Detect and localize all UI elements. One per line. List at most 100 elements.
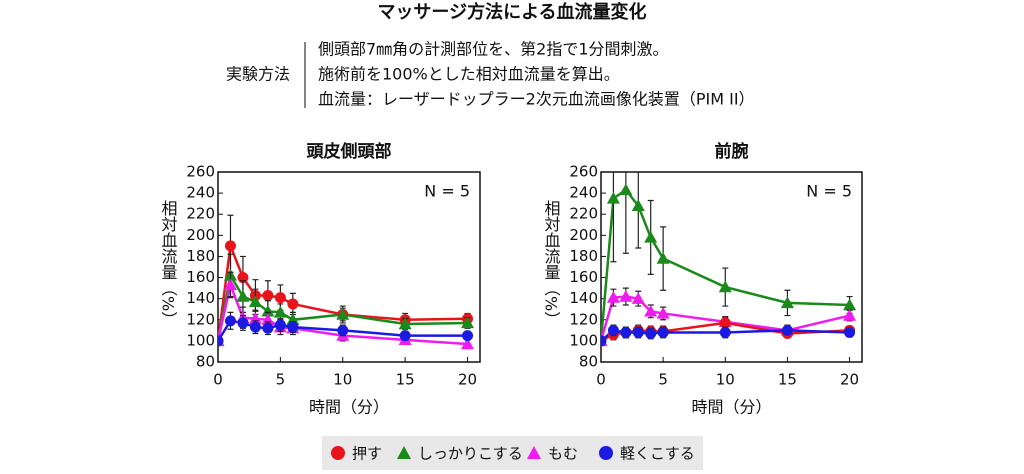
marker (644, 304, 658, 317)
marker (461, 337, 475, 350)
marker (656, 252, 670, 264)
x-tick-label: 20 (458, 371, 477, 389)
method-line: 血流量：レーザードップラー2次元血流画像化装置（PIM II） (318, 90, 755, 109)
plot-frame (217, 171, 481, 363)
y-tick-label: 140 (186, 289, 215, 307)
marker (619, 290, 633, 302)
marker (619, 183, 633, 196)
x-tick-label: 0 (213, 371, 223, 389)
x-axis-label: 時間（分） (691, 398, 771, 417)
marker (620, 326, 632, 338)
marker (781, 324, 793, 336)
y-tick-label: 260 (186, 163, 215, 181)
marker (274, 292, 286, 304)
y-tick-label: 120 (569, 310, 598, 328)
y-tick-label: 220 (186, 205, 215, 223)
y-tick-label: 260 (569, 163, 598, 181)
marker (780, 296, 794, 309)
marker (462, 330, 474, 342)
method-line: 施術前を100%とした相対血流量を算出。 (318, 65, 620, 84)
method-label: 実験方法 (226, 65, 290, 84)
y-tick-label: 240 (569, 184, 598, 202)
marker (601, 335, 607, 347)
y-tick-label: 160 (186, 268, 215, 286)
y-tick-label: 180 (186, 247, 215, 265)
legend-marker (397, 446, 411, 459)
x-axis-label: 時間（分） (309, 398, 389, 417)
y-tick-label: 100 (569, 331, 598, 349)
marker (844, 326, 856, 338)
marker (337, 324, 349, 336)
marker (249, 321, 261, 333)
method-line: 側頭部7㎜角の計測部位を、第2指で1分間刺激。 (318, 40, 669, 59)
plot-frame (600, 171, 863, 363)
y-tick-label: 80 (579, 353, 598, 371)
marker (248, 312, 262, 324)
marker (631, 292, 645, 304)
marker (631, 199, 645, 211)
legend-marker (599, 446, 613, 460)
legend-label: 押す (352, 445, 382, 463)
marker (398, 317, 412, 330)
marker (237, 317, 249, 329)
y-axis-label: 相対血流量（%） (159, 200, 178, 327)
marker (262, 290, 274, 301)
marker (843, 309, 857, 321)
chart-title: 頭皮側頭部 (307, 141, 392, 162)
x-tick-label: 10 (716, 371, 735, 389)
marker (632, 326, 644, 338)
marker (262, 322, 274, 334)
marker (657, 326, 669, 338)
legend-label: 軽くこする (620, 445, 695, 463)
marker (223, 278, 237, 291)
series-line (218, 271, 468, 342)
marker (287, 321, 299, 333)
plot-area (218, 214, 475, 350)
marker (606, 291, 620, 303)
y-tick-label: 80 (196, 353, 215, 371)
marker (261, 304, 275, 317)
legend-label: もむ (548, 445, 578, 463)
y-tick-label: 160 (569, 268, 598, 286)
marker (606, 191, 620, 204)
marker (719, 317, 731, 329)
marker (286, 313, 300, 325)
y-axis-label: 相対血流量（%） (542, 200, 561, 327)
marker (399, 330, 411, 342)
marker (273, 305, 287, 318)
x-tick-label: 0 (596, 371, 606, 389)
annotation: N = 5 (424, 182, 470, 201)
x-tick-label: 15 (778, 371, 797, 389)
y-tick-label: 240 (186, 184, 215, 202)
marker (461, 316, 475, 329)
y-tick-label: 140 (569, 289, 598, 307)
marker (224, 315, 236, 327)
y-tick-label: 180 (569, 247, 598, 265)
y-tick-label: 120 (186, 310, 215, 328)
legend-box (322, 436, 703, 470)
y-tick-label: 100 (186, 331, 215, 349)
marker (843, 298, 857, 311)
x-tick-label: 20 (840, 371, 859, 389)
series-line (218, 319, 468, 342)
x-tick-label: 10 (333, 371, 352, 389)
marker (719, 326, 731, 338)
plot-area (601, 172, 857, 347)
chart-title: 前腕 (715, 141, 749, 162)
marker (656, 306, 670, 319)
legend-label: しっかりこする (418, 445, 523, 463)
marker (261, 313, 275, 325)
marker (336, 308, 350, 320)
marker (645, 328, 657, 339)
y-tick-label: 200 (569, 226, 598, 244)
x-tick-label: 15 (396, 371, 415, 389)
x-tick-label: 5 (658, 371, 668, 389)
marker (218, 335, 224, 347)
x-tick-label: 5 (276, 371, 286, 389)
marker (248, 295, 262, 308)
legend-marker (331, 446, 345, 460)
y-tick-label: 200 (186, 226, 215, 244)
marker (224, 240, 236, 252)
marker (644, 230, 658, 243)
